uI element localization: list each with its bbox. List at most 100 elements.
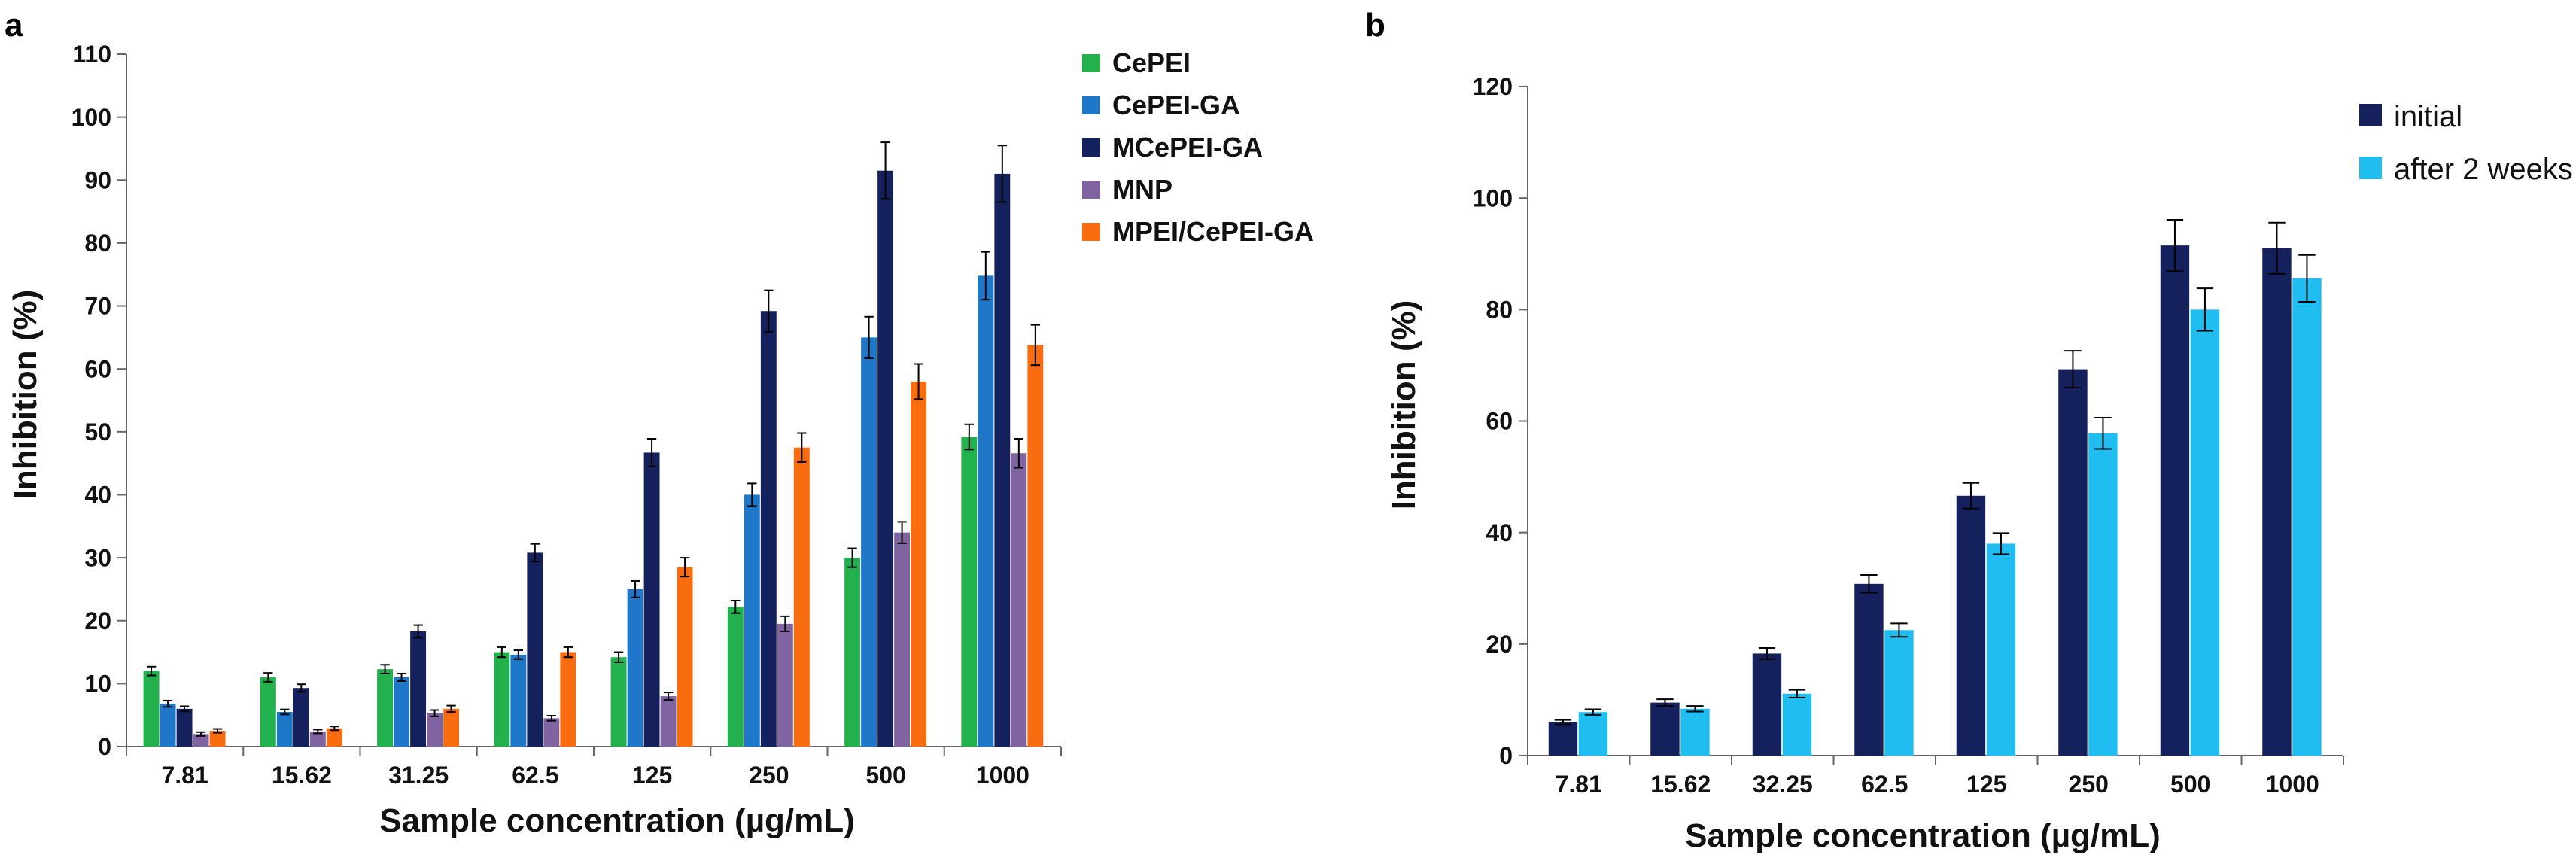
b-bar-initial-500 <box>2160 245 2190 756</box>
b-bar-after-2-weeks-500 <box>2190 309 2220 756</box>
a-bar-cepei-ga-15.62 <box>276 712 293 747</box>
a-bar-mcepei-ga-500 <box>877 170 894 747</box>
b-y-tick-label: 120 <box>1473 73 1513 100</box>
b-bar-after-2-weeks-125 <box>1986 543 2016 756</box>
a-bar-mnp-62.5 <box>543 718 560 747</box>
a-y-tick-label: 50 <box>84 418 111 446</box>
a-legend-swatch <box>1082 138 1100 157</box>
a-bar-cepei-15.62 <box>260 677 276 747</box>
a-legend-label: CePEI <box>1112 47 1191 78</box>
a-legend-label: CePEI-GA <box>1112 90 1240 120</box>
a-bar-mnp-1000 <box>1011 453 1027 747</box>
a-bar-mcepei-ga-7.81 <box>176 708 193 747</box>
a-bar-cepei-7.81 <box>143 671 160 747</box>
a-bar-mnp-7.81 <box>193 734 209 747</box>
panel-b-letter: b <box>1365 7 1385 44</box>
a-x-tick-label: 500 <box>865 762 905 789</box>
a-bar-mpei-cepei-ga-7.81 <box>209 731 226 747</box>
panel-a-chart: 0 10 20 30 40 50 60 70 80 90 100 110 7.81 15.62 31.25 6… <box>71 41 1314 789</box>
a-x-tick-label: 15.62 <box>272 762 332 789</box>
b-bar-initial-62.5 <box>1854 583 1884 756</box>
a-x-tick-label: 250 <box>749 762 789 789</box>
a-x-tick-label: 7.81 <box>161 762 208 789</box>
a-bar-mcepei-ga-250 <box>760 311 777 747</box>
a-bar-cepei-ga-125 <box>627 589 643 747</box>
a-x-tick-label: 31.25 <box>388 762 449 789</box>
a-y-tick-label: 10 <box>84 671 111 698</box>
a-x-tick-label: 62.5 <box>512 762 558 789</box>
a-y-tick-label: 110 <box>72 41 111 68</box>
a-legend-swatch <box>1082 223 1100 241</box>
a-bar-mpei-cepei-ga-62.5 <box>560 652 576 747</box>
panel-a-ylabel: Inhibition (%) <box>7 290 44 500</box>
b-bar-after-2-weeks-15.62 <box>1680 708 1710 756</box>
a-y-tick-label: 20 <box>84 607 111 634</box>
b-x-tick-label: 125 <box>1966 771 2006 798</box>
b-y-tick-label: 0 <box>1499 742 1513 769</box>
b-legend-label: after 2 weeks <box>2394 153 2573 186</box>
b-y-tick-label: 60 <box>1486 408 1513 435</box>
a-bar-cepei-ga-1000 <box>978 275 994 747</box>
a-y-tick-label: 0 <box>98 733 111 760</box>
b-x-tick-label: 62.5 <box>1861 771 1908 798</box>
a-bar-mcepei-ga-62.5 <box>527 552 543 747</box>
a-legend-label: MPEI/CePEI-GA <box>1112 216 1314 247</box>
b-bar-after-2-weeks-7.81 <box>1578 712 1608 756</box>
a-bar-mnp-31.25 <box>427 713 443 747</box>
a-bar-mnp-500 <box>894 532 911 747</box>
b-legend-label: initial <box>2394 100 2462 133</box>
b-bar-initial-15.62 <box>1650 702 1680 756</box>
a-bar-mpei-cepei-ga-500 <box>911 381 927 747</box>
a-bar-mpei-cepei-ga-1000 <box>1027 345 1044 747</box>
b-x-tick-label: 7.81 <box>1556 771 1602 798</box>
a-y-tick-label: 30 <box>84 544 111 571</box>
panel-a-xlabel: Sample concentration (µg/mL) <box>379 802 855 839</box>
a-legend-swatch <box>1082 54 1100 72</box>
a-bar-cepei-125 <box>610 657 627 747</box>
a-x-tick-label: 125 <box>632 762 672 789</box>
a-legend-label: MNP <box>1112 174 1172 205</box>
panel-b-ylabel: Inhibition (%) <box>1385 300 1422 510</box>
panel-a-letter: a <box>5 7 23 44</box>
a-y-tick-label: 90 <box>84 166 111 193</box>
b-y-tick-label: 100 <box>1473 184 1513 211</box>
a-y-tick-label: 40 <box>84 482 111 509</box>
a-bar-mpei-cepei-ga-125 <box>677 567 693 747</box>
a-bar-cepei-ga-31.25 <box>394 677 410 747</box>
b-legend-swatch <box>2359 104 2382 126</box>
a-bar-mcepei-ga-125 <box>643 452 660 747</box>
a-bar-cepei-1000 <box>961 437 978 747</box>
a-bar-cepei-31.25 <box>377 669 394 747</box>
a-bar-cepei-500 <box>844 558 861 747</box>
a-legend-label: MCePEI-GA <box>1112 132 1263 163</box>
b-bar-initial-32.25 <box>1752 653 1782 756</box>
a-bar-mpei-cepei-ga-250 <box>793 447 810 747</box>
b-y-tick-label: 20 <box>1486 631 1513 658</box>
a-bar-mnp-15.62 <box>309 731 326 747</box>
b-x-tick-label: 32.25 <box>1753 771 1813 798</box>
b-x-tick-label: 15.62 <box>1650 771 1711 798</box>
a-bar-mnp-250 <box>777 623 793 747</box>
b-bar-initial-125 <box>1956 495 1986 756</box>
b-x-tick-label: 250 <box>2069 771 2109 798</box>
a-x-tick-label: 1000 <box>976 762 1029 789</box>
a-bar-mpei-cepei-ga-15.62 <box>326 728 342 747</box>
b-bar-after-2-weeks-250 <box>2088 433 2118 756</box>
b-y-tick-label: 40 <box>1486 519 1513 546</box>
a-bar-cepei-250 <box>727 607 744 747</box>
a-bar-cepei-62.5 <box>494 652 510 747</box>
b-legend-swatch <box>2359 157 2382 179</box>
a-bar-cepei-ga-500 <box>861 337 877 747</box>
panel-b-xlabel: Sample concentration (µg/mL) <box>1685 817 2161 854</box>
b-y-tick-label: 80 <box>1486 297 1513 324</box>
b-bar-initial-250 <box>2058 369 2088 756</box>
a-bar-mnp-125 <box>660 696 677 747</box>
a-bar-mcepei-ga-1000 <box>994 173 1011 747</box>
b-bar-after-2-weeks-32.25 <box>1782 693 1812 756</box>
a-y-tick-label: 100 <box>71 104 111 131</box>
a-y-tick-label: 70 <box>84 293 111 320</box>
a-bar-mcepei-ga-15.62 <box>293 688 309 747</box>
b-bar-after-2-weeks-62.5 <box>1884 630 1914 756</box>
b-bar-after-2-weeks-1000 <box>2292 278 2322 756</box>
